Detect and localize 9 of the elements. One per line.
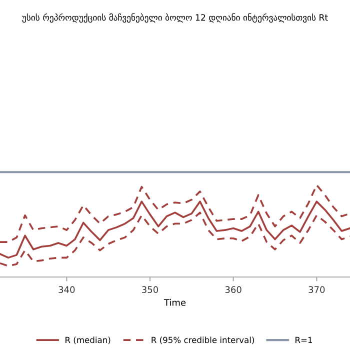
x-tick-label: 370: [308, 286, 325, 294]
x-tick-label: 360: [225, 286, 242, 294]
x-tick-label: 350: [142, 286, 158, 294]
x-axis-title: Time: [164, 298, 186, 306]
legend-label: R (median): [66, 336, 110, 344]
legend-label: R=1: [296, 336, 312, 343]
x-tick-label: 340: [58, 286, 75, 294]
chart-title: უსის რეპროდუქციის მაჩვენებელი ბოლო 12 დღიანი ინტერვალისთვის Rt: [22, 13, 328, 23]
legend-label: R (95% credible interval): [152, 336, 254, 344]
